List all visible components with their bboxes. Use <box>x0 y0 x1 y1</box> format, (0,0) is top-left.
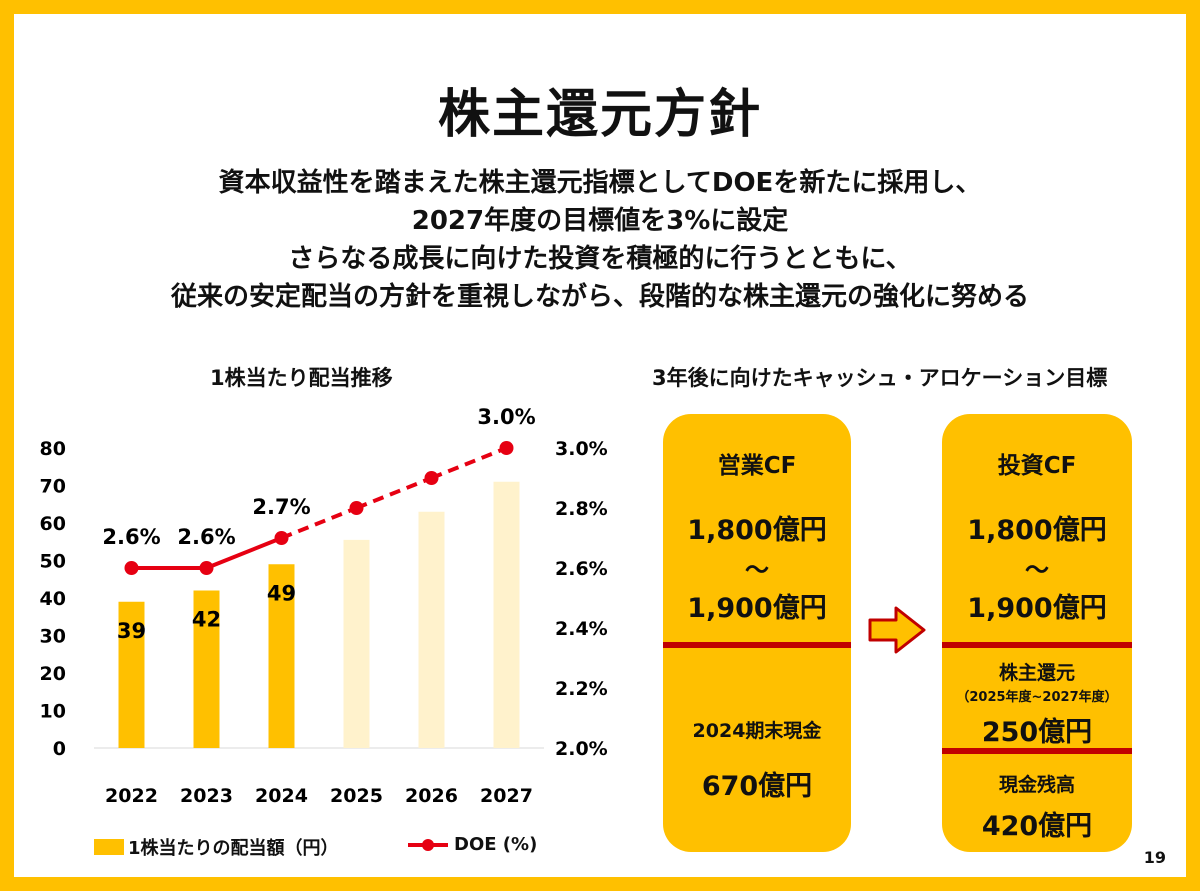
page-number: 19 <box>1143 848 1166 867</box>
left-axis-tick: 40 <box>40 588 66 610</box>
bar-label-2022: 39 <box>117 619 146 643</box>
left-axis-tick: 80 <box>40 438 66 460</box>
left-axis-tick: 70 <box>40 476 66 498</box>
subtitle-line-4: 従来の安定配当の方針を重視しながら、段階的な株主還元の強化に努める <box>170 282 1029 312</box>
subtitle-line-3: さらなる成長に向けた投資を積極的に行うとともに、 <box>288 244 912 274</box>
doe-line-segment <box>205 536 283 570</box>
doe-line-segment <box>355 476 433 510</box>
x-axis-tick: 2023 <box>180 785 233 807</box>
doe-label-2022: 2.6% <box>102 525 160 549</box>
investing-cf-heading: 投資CF <box>997 453 1077 479</box>
arrow-right-icon <box>868 606 926 654</box>
cash-2024-label: 2024期末現金 <box>692 720 822 742</box>
bar-label-2024: 49 <box>267 581 296 605</box>
doe-point-2022 <box>124 561 139 575</box>
legend-doe: DOE (%) <box>406 834 537 855</box>
chart-title: 1株当たり配当推移 <box>210 366 393 390</box>
right-axis-tick: 2.2% <box>555 678 608 700</box>
investing-cf-divider-1 <box>942 642 1132 648</box>
subtitle-line-2: 2027年度の目標値を3%に設定 <box>411 206 789 236</box>
dividend-chart: 0 10 20 30 40 50 60 70 80 2.0% 2.2% 2.4% 2.6% 2.8% 3.0… <box>40 405 608 807</box>
bar-2025 <box>343 539 370 748</box>
operating-cf-heading: 営業CF <box>717 453 797 479</box>
operating-cf-range-bottom: 1,900億円 <box>687 593 827 624</box>
slide: 株主還元方針 資本収益性を踏まえた株主還元指標としてDOEを新たに採用し、 20… <box>14 14 1186 877</box>
legend-dividend: 1株当たりの配当額（円） <box>94 834 339 860</box>
subtitle-line-1: 資本収益性を踏まえた株主還元指標としてDOEを新たに採用し、 <box>218 168 982 198</box>
bar-2027 <box>493 481 520 748</box>
page-title: 株主還元方針 <box>437 85 762 145</box>
bar-2023 <box>193 590 220 748</box>
bar-2026 <box>418 511 445 748</box>
right-axis-tick: 2.4% <box>555 618 608 640</box>
x-axis-tick: 2027 <box>480 785 533 807</box>
investing-cf-range-bottom: 1,900億円 <box>967 593 1107 624</box>
left-axis-tick: 0 <box>53 738 66 760</box>
x-axis-tick: 2025 <box>330 785 383 807</box>
bar-2022 <box>118 601 145 748</box>
legend-bar-swatch <box>94 839 124 855</box>
right-axis-tick: 2.8% <box>555 498 608 520</box>
doe-point-2023 <box>199 561 214 575</box>
x-axis-tick: 2024 <box>255 785 308 807</box>
allocation-title: 3年後に向けたキャッシュ・アロケーション目標 <box>652 366 1108 390</box>
bar-2024 <box>268 564 295 748</box>
doe-line-segment <box>280 506 358 540</box>
legend-line-label: DOE (%) <box>454 834 538 855</box>
doe-point-2026 <box>424 471 439 485</box>
x-axis-tick: 2022 <box>105 785 158 807</box>
cash-balance-label: 現金残高 <box>998 774 1075 796</box>
investing-cf-box: 投資CF 1,800億円 〜 1,900億円 株主還元 （2025年度~2027… <box>942 414 1132 852</box>
operating-cf-divider <box>663 642 851 648</box>
left-axis-tick: 10 <box>40 701 66 723</box>
shareholder-return-label: 株主還元 <box>998 662 1075 684</box>
doe-label-2023: 2.6% <box>177 525 235 549</box>
left-axis-tick: 20 <box>40 663 66 685</box>
doe-label-2027: 3.0% <box>477 405 535 429</box>
investing-cf-divider-2 <box>942 748 1132 754</box>
legend-bar-label: 1株当たりの配当額（円） <box>128 838 339 859</box>
legend-line-swatch <box>408 838 448 851</box>
operating-cf-range-sep: 〜 <box>745 556 769 584</box>
doe-label-2024: 2.7% <box>252 495 310 519</box>
cash-2024-value: 670億円 <box>701 771 813 802</box>
right-axis-tick: 2.0% <box>555 738 608 760</box>
doe-point-2025 <box>349 501 364 515</box>
right-axis-tick: 2.6% <box>555 558 608 580</box>
shareholder-return-period: （2025年度~2027年度） <box>956 690 1118 705</box>
cash-balance-value: 420億円 <box>981 811 1093 842</box>
operating-cf-range-top: 1,800億円 <box>687 515 827 546</box>
doe-point-2027 <box>499 441 514 455</box>
operating-cf-box: 営業CF 1,800億円 〜 1,900億円 2024期末現金 670億円 <box>663 414 851 852</box>
doe-line-segment <box>430 446 508 480</box>
subtitle: 資本収益性を踏まえた株主還元指標としてDOEを新たに採用し、 2027年度の目標… <box>14 164 1186 316</box>
left-axis-tick: 60 <box>40 513 66 535</box>
investing-cf-range-top: 1,800億円 <box>967 515 1107 546</box>
doe-point-2024 <box>274 531 289 545</box>
x-axis-tick: 2026 <box>405 785 458 807</box>
right-axis-tick: 3.0% <box>555 438 608 460</box>
shareholder-return-value: 250億円 <box>981 717 1093 748</box>
investing-cf-range-sep: 〜 <box>1025 556 1049 584</box>
left-axis-tick: 50 <box>40 551 66 573</box>
bar-label-2023: 42 <box>192 608 221 632</box>
left-axis-tick: 30 <box>40 626 66 648</box>
